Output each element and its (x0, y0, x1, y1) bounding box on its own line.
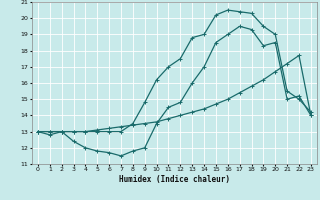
X-axis label: Humidex (Indice chaleur): Humidex (Indice chaleur) (119, 175, 230, 184)
